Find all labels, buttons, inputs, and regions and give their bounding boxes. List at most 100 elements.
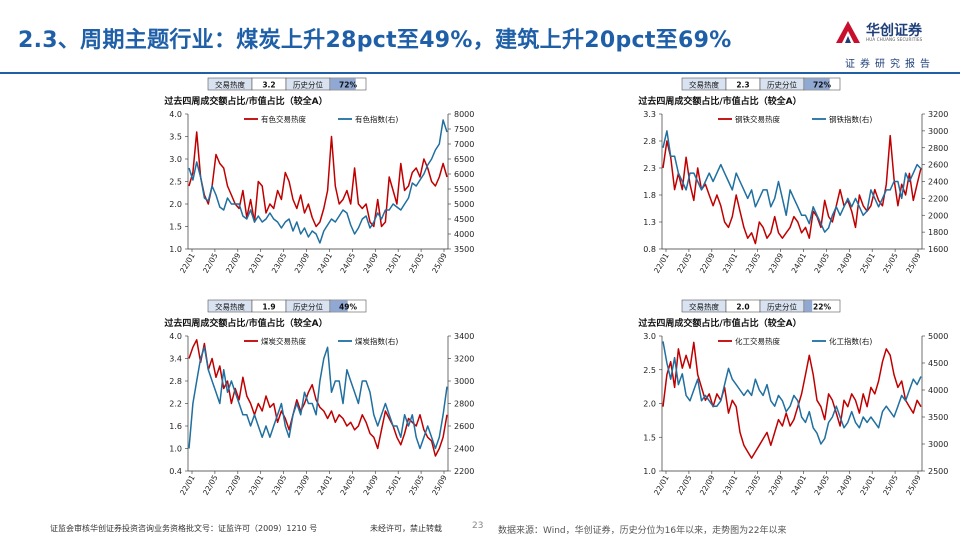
percentile-value: 72%	[339, 81, 357, 90]
legend-label: 有色指数(右)	[355, 114, 398, 124]
left-tick-label: 3.0	[643, 332, 656, 341]
left-tick-label: 2.5	[169, 178, 182, 187]
right-tick-label: 2200	[928, 194, 948, 203]
report-type-label: 证券研究报告	[845, 59, 935, 70]
x-tick-label: 24/09	[835, 473, 854, 496]
right-tick-label: 3000	[928, 440, 948, 449]
right-tick-label: 3400	[454, 332, 474, 341]
chart-title: 过去四周成交额占比/市值占比（较全A）	[638, 317, 801, 329]
x-tick-label: 24/01	[790, 473, 809, 496]
x-tick-label: 23/09	[767, 251, 786, 274]
left-tick-label: 2.0	[169, 200, 182, 209]
chart-svg: 交易热度 2.0 历史分位 22% 过去四周成交额占比/市值占比（较全A） 3.0 2.5 2…	[638, 299, 948, 497]
right-tick-label: 4500	[454, 215, 474, 224]
x-tick-label: 23/01	[247, 251, 266, 274]
right-tick-label: 7000	[454, 140, 474, 149]
right-tick-label: 2400	[454, 445, 474, 454]
footer-license: 证监会审核华创证券投资咨询业务资格批文号：证监许可（2009）1210 号	[50, 524, 318, 533]
x-tick-label: 22/05	[675, 473, 694, 496]
left-tick-label: 3.0	[169, 155, 182, 164]
footer-source: 数据来源：Wind，华创证券，历史分位为16年以来，走势图为22年以来	[498, 526, 787, 536]
right-tick-label: 1600	[928, 245, 948, 254]
percentile-label: 历史分位	[293, 80, 323, 90]
legend-label: 钢铁指数(右)	[829, 114, 872, 124]
percentile-value: 49%	[339, 303, 357, 312]
x-tick-label: 25/09	[430, 473, 449, 496]
right-tick-label: 2800	[454, 400, 474, 409]
percentile-label: 历史分位	[293, 302, 323, 312]
heat-label: 交易热度	[215, 302, 245, 312]
left-tick-label: 2.8	[643, 137, 656, 146]
percentile-label: 历史分位	[767, 302, 797, 312]
chart-panel-coal: 交易热度 1.9 历史分位 49% 过去四周成交额占比/市值占比（较全A） 4.0 3.4 2…	[8, 298, 478, 513]
info-cell	[803, 299, 841, 313]
right-tick-label: 7500	[454, 125, 474, 134]
x-tick-label: 24/05	[338, 251, 357, 274]
right-tick-label: 3500	[454, 245, 474, 254]
x-tick-label: 24/05	[812, 251, 831, 274]
percentile-bar	[330, 78, 356, 90]
left-tick-label: 3.4	[169, 355, 182, 364]
series-line-index	[188, 346, 448, 450]
x-tick-label: 24/01	[316, 473, 335, 496]
heat-label: 交易热度	[689, 302, 719, 312]
legend-label: 有色交易热度	[261, 114, 306, 124]
left-tick-label: 1.5	[169, 223, 182, 232]
chart-svg: 交易热度 2.3 历史分位 72% 过去四周成交额占比/市值占比（较全A） 3.3 2.8 2…	[638, 77, 948, 275]
left-tick-label: 2.3	[643, 164, 656, 173]
left-tick-label: 1.0	[643, 467, 656, 476]
logo-icon	[836, 21, 860, 43]
x-tick-label: 23/01	[721, 473, 740, 496]
x-tick-label: 25/01	[384, 473, 403, 496]
left-tick-label: 0.8	[643, 245, 656, 254]
x-tick-label: 24/01	[316, 251, 335, 274]
x-tick-label: 23/05	[744, 473, 763, 496]
left-tick-label: 2.5	[643, 366, 656, 375]
x-tick-label: 25/05	[407, 473, 426, 496]
chart-panel-steel: 交易热度 2.3 历史分位 72% 过去四周成交额占比/市值占比（较全A） 3.3 2.8 2…	[482, 76, 952, 291]
left-tick-label: 2.2	[169, 400, 182, 409]
percentile-label: 历史分位	[767, 80, 797, 90]
x-tick-label: 22/05	[201, 251, 220, 274]
chart-panel-nonferrous: 交易热度 3.2 历史分位 72% 过去四周成交额占比/市值占比（较全A） 4.0 3.5 3…	[8, 76, 478, 291]
x-tick-label: 22/09	[224, 473, 243, 496]
legend-label: 钢铁交易热度	[735, 114, 780, 124]
left-tick-label: 1.0	[169, 445, 182, 454]
series-line-heat	[662, 341, 922, 459]
right-tick-label: 4000	[454, 230, 474, 239]
brand-logo: 华创证券 HUA CHUANG SECURITIES	[836, 20, 948, 46]
right-tick-label: 2400	[928, 178, 948, 187]
x-tick-label: 25/01	[384, 251, 403, 274]
x-tick-label: 23/05	[270, 251, 289, 274]
left-tick-label: 2.8	[169, 377, 182, 386]
x-tick-label: 24/09	[361, 251, 380, 274]
percentile-bar	[330, 300, 348, 312]
right-tick-label: 2500	[928, 467, 948, 476]
heat-value: 1.9	[262, 303, 275, 312]
x-tick-label: 22/01	[652, 473, 671, 496]
percentile-value: 22%	[813, 303, 831, 312]
x-tick-label: 25/05	[407, 251, 426, 274]
left-tick-label: 0.4	[169, 467, 182, 476]
x-tick-label: 22/05	[675, 251, 694, 274]
left-tick-label: 4.0	[169, 332, 182, 341]
chart-title: 过去四周成交额占比/市值占比（较全A）	[164, 95, 327, 107]
left-tick-label: 1.5	[643, 433, 656, 442]
left-tick-label: 3.3	[643, 110, 656, 119]
right-tick-label: 3000	[928, 127, 948, 136]
x-tick-label: 23/09	[293, 251, 312, 274]
title-underline	[0, 72, 960, 74]
right-tick-label: 6000	[454, 170, 474, 179]
left-tick-label: 1.6	[169, 422, 182, 431]
x-tick-label: 25/05	[881, 473, 900, 496]
right-tick-label: 3200	[454, 355, 474, 364]
right-tick-label: 2000	[928, 211, 948, 220]
right-tick-label: 5000	[928, 332, 948, 341]
percentile-value: 72%	[813, 81, 831, 90]
right-tick-label: 2200	[454, 467, 474, 476]
chart-title: 过去四周成交额占比/市值占比（较全A）	[164, 317, 327, 329]
x-tick-label: 22/01	[178, 251, 197, 274]
right-tick-label: 3000	[454, 377, 474, 386]
left-tick-label: 2.0	[643, 400, 656, 409]
x-tick-label: 24/05	[338, 473, 357, 496]
